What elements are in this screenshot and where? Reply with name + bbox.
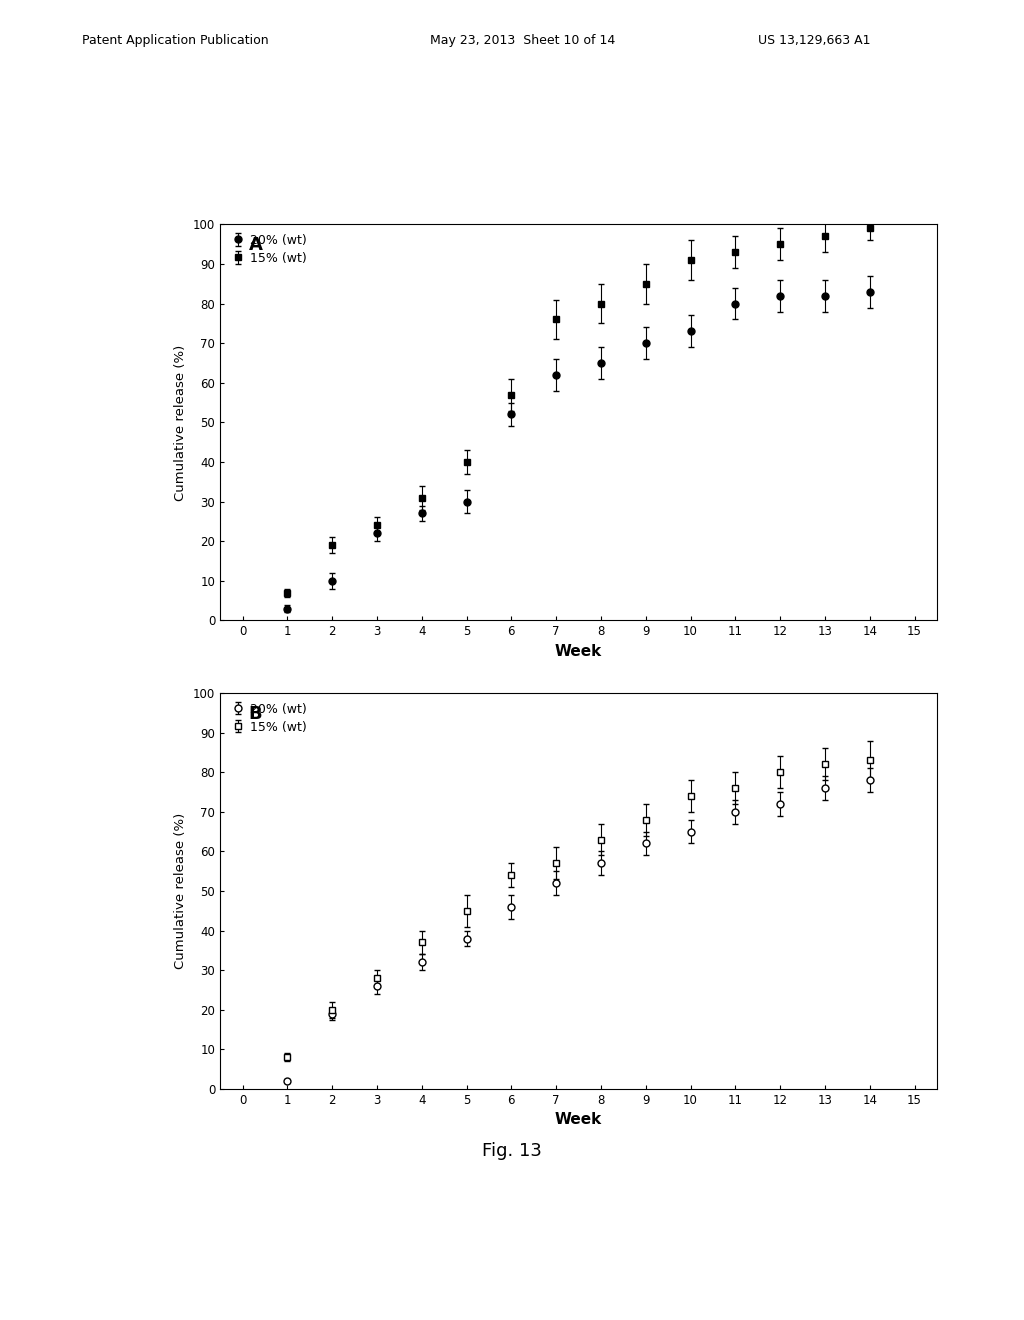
Text: A: A [249,236,263,255]
Text: B: B [249,705,262,723]
Y-axis label: Cumulative release (%): Cumulative release (%) [174,813,187,969]
Text: Patent Application Publication: Patent Application Publication [82,34,268,48]
Text: May 23, 2013  Sheet 10 of 14: May 23, 2013 Sheet 10 of 14 [430,34,615,48]
Text: US 13,129,663 A1: US 13,129,663 A1 [758,34,870,48]
Y-axis label: Cumulative release (%): Cumulative release (%) [174,345,187,500]
Text: Fig. 13: Fig. 13 [482,1142,542,1160]
Legend: 20% (wt), 15% (wt): 20% (wt), 15% (wt) [226,700,310,738]
X-axis label: Week: Week [555,1113,602,1127]
Legend: 20% (wt), 15% (wt): 20% (wt), 15% (wt) [226,231,310,269]
X-axis label: Week: Week [555,644,602,659]
